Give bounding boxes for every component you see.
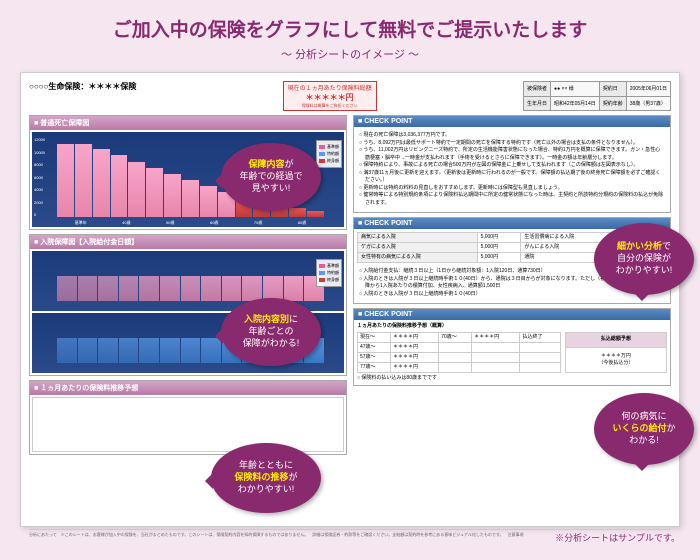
callout-4: 細かい分析で 自分の保険が わかりやすい! [594,223,694,295]
analysis-sheet: ○○○○生命保険：＊＊＊＊保険 現在の１ヵ月あたり保険料総額 ＊＊＊＊＊円 保険… [20,72,680,527]
callout-3: 年齢とともに 保険料の推移が わかりやすい! [211,443,321,513]
chart-premium [32,397,344,452]
checkpoint-1: CHECK POINT 現在の死亡保障は3,036,377万円です。うち、8,0… [353,115,671,213]
callout-2: 入院内容別に 年齢ごとの 保障がわかる! [221,298,321,366]
disclaimer: 分析にあたって ※このシートは、お客様が加入中の保険を、当社がまとめたものです。… [29,529,671,538]
callout-5: 何の病気に いくらの給付か わかる! [594,393,694,465]
info-table: 被保険者●● ×× 様契約日2005年06月01日 生年月日昭和42年05月14… [523,81,671,111]
page-subtitle: ～ 分析シートのイメージ ～ [20,46,680,62]
chart-hospital-a: 基準額特約額終身額 [32,251,344,311]
checkpoint-3: CHECK POINT １ヵ月あたりの保険料推移予想（概算） 現在～＊＊＊＊円7… [353,308,671,386]
price-box: 現在の１ヵ月あたり保険料総額 ＊＊＊＊＊円 保険料は概算をご負担ください [283,81,377,111]
callout-1: 保障内容が 年齢での経過で 見やすい! [221,143,321,211]
sheet-title: ○○○○生命保険：＊＊＊＊保険 [29,81,136,92]
page-title: ご加入中の保険をグラフにして無料でご提示いたします [20,15,680,42]
section-premium: １ヵ月あたりの保険料推移予想 [29,380,347,455]
